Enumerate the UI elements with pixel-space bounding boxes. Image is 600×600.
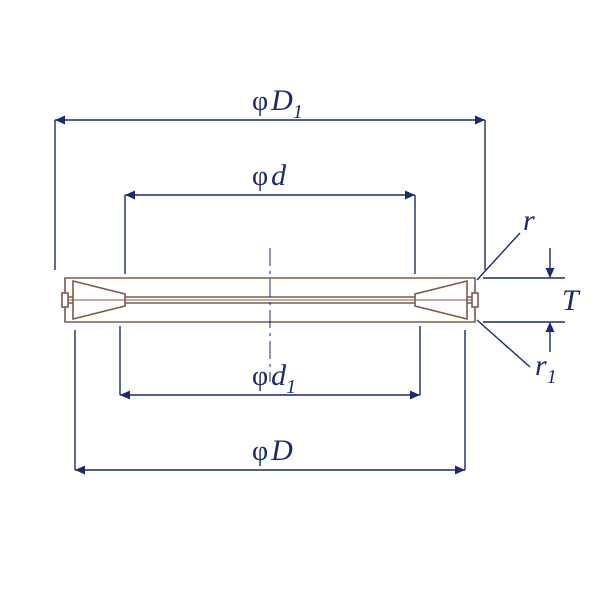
svg-text:φD: φD bbox=[252, 434, 293, 467]
label-T: T bbox=[562, 284, 581, 317]
label-r: r bbox=[523, 204, 535, 237]
